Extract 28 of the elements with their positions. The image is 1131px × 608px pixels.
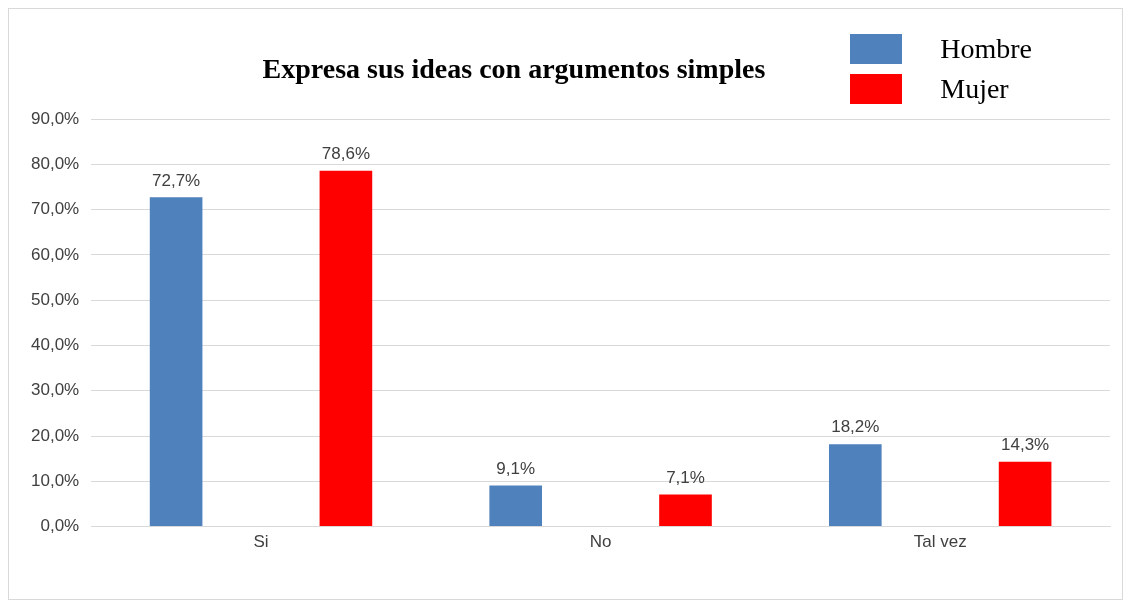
y-tick-label: 80,0% [31,153,80,173]
bar [489,485,543,527]
chart-title: Expresa sus ideas con argumentos simples [261,53,767,85]
bar [998,461,1052,527]
y-tick-label: 60,0% [31,244,80,264]
bar [149,197,203,527]
bar [828,444,882,527]
x-tick-label: Si [253,532,269,552]
data-label: 18,2% [831,417,880,437]
x-tick-label: No [589,532,612,552]
data-label: 7,1% [666,467,705,487]
legend-label: Hombre [940,33,1032,65]
bar [319,170,373,527]
y-tick-label: 20,0% [31,425,80,445]
y-tick-label: 40,0% [31,335,80,355]
y-tick-label: 90,0% [31,108,80,128]
y-tick-label: 50,0% [31,289,80,309]
data-label: 9,1% [496,458,536,478]
y-tick-label: 70,0% [31,199,80,219]
data-label: 14,3% [1001,435,1050,455]
x-tick-label: Tal vez [913,532,967,552]
bar [659,494,712,527]
y-tick-label: 0,0% [40,516,80,536]
legend-label: Mujer [940,73,1009,105]
data-label: 72,7% [152,170,201,190]
data-label: 78,6% [321,143,370,163]
y-tick-label: 30,0% [31,380,80,400]
y-tick-label: 10,0% [31,471,80,490]
